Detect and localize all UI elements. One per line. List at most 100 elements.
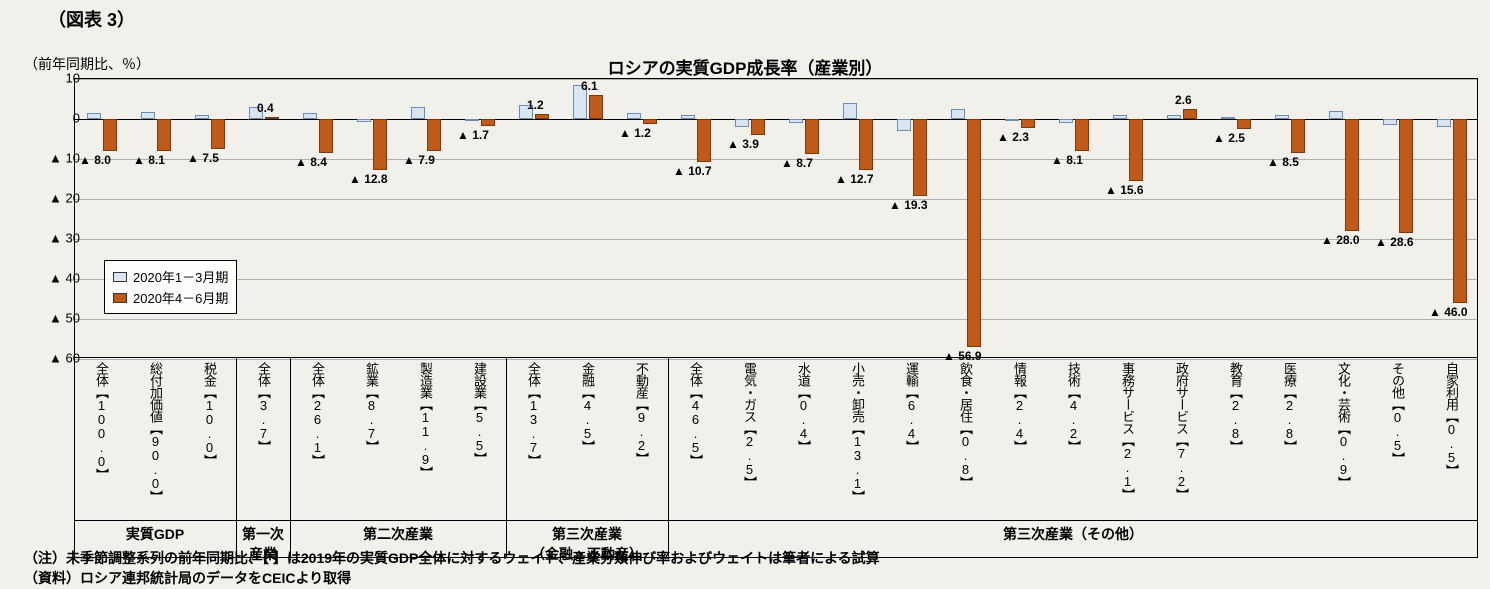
bar-q2 xyxy=(913,119,927,196)
bar-q1 xyxy=(1005,119,1019,121)
chart-column: ▲ 12.8 xyxy=(345,79,399,357)
bar-q1 xyxy=(357,119,371,122)
value-label: ▲ 7.5 xyxy=(187,151,219,165)
bar-q2 xyxy=(103,119,117,151)
y-tick-label: ▲ 60 xyxy=(20,351,80,366)
chart-column: ▲ 28.0 xyxy=(1317,79,1371,357)
bar-q2 xyxy=(697,119,711,162)
x-axis-label: 金融【4.5】 xyxy=(577,362,597,522)
chart-column: ▲ 2.3 xyxy=(993,79,1047,357)
chart-column: 0.4 xyxy=(237,79,291,357)
chart-column: ▲ 12.7 xyxy=(831,79,885,357)
value-label: ▲ 2.5 xyxy=(1213,131,1245,145)
y-tick-label: ▲ 30 xyxy=(20,231,80,246)
bar-q1 xyxy=(735,119,749,127)
value-label: ▲ 12.8 xyxy=(349,172,388,186)
value-label: ▲ 12.7 xyxy=(835,172,874,186)
value-label: ▲ 8.1 xyxy=(1051,153,1083,167)
chart-column: ▲ 19.3 xyxy=(885,79,939,357)
x-axis-label: 文化・芸術【0.9】 xyxy=(1333,362,1353,522)
value-label: ▲ 8.1 xyxy=(133,153,165,167)
bar-q1 xyxy=(1059,119,1073,123)
legend-label: 2020年1－3月期 xyxy=(133,267,228,286)
chart-title: ロシアの実質GDP成長率（産業別） xyxy=(0,54,1490,79)
value-label: ▲ 1.2 xyxy=(619,126,651,140)
bar-q2 xyxy=(535,114,549,119)
bar-q2 xyxy=(1237,119,1251,129)
bar-q2 xyxy=(157,119,171,151)
value-label: ▲ 1.7 xyxy=(457,128,489,142)
chart-column: ▲ 8.4 xyxy=(291,79,345,357)
value-label: ▲ 10.7 xyxy=(673,164,712,178)
value-label: ▲ 15.6 xyxy=(1105,183,1144,197)
x-axis-label: 全体【26.1】 xyxy=(307,362,327,522)
note-line: （資料）ロシア連邦統計局のデータをCEICより取得 xyxy=(24,568,351,588)
chart-column: ▲ 1.7 xyxy=(453,79,507,357)
y-tick-label: ▲ 40 xyxy=(20,271,80,286)
x-axis-label: 飲食・居住【0.8】 xyxy=(955,362,975,522)
chart-column: ▲ 10.7 xyxy=(669,79,723,357)
value-label: ▲ 19.3 xyxy=(889,198,928,212)
bar-q2 xyxy=(1183,109,1197,119)
value-label: ▲ 3.9 xyxy=(727,137,759,151)
x-axis-label: 不動産【9.2】 xyxy=(631,362,651,522)
x-axis-label: 鉱業【8.7】 xyxy=(361,362,381,522)
bar-q2 xyxy=(967,119,981,347)
bar-q1 xyxy=(843,103,857,119)
x-axis-label: 自家利用【0.5】 xyxy=(1441,362,1461,522)
chart-column: ▲ 15.6 xyxy=(1101,79,1155,357)
x-axis-label: 電気・ガス【2.5】 xyxy=(739,362,759,522)
chart-column: 1.2 xyxy=(507,79,561,357)
bar-q1 xyxy=(789,119,803,123)
bar-q1 xyxy=(951,109,965,119)
chart-area: ▲ 8.0▲ 8.1▲ 7.50.4▲ 8.4▲ 12.8▲ 7.9▲ 1.71… xyxy=(74,78,1478,358)
bar-q1 xyxy=(303,113,317,119)
bar-q1 xyxy=(465,119,479,121)
value-label: ▲ 28.6 xyxy=(1375,235,1414,249)
figure-label: （図表 3） xyxy=(48,6,135,32)
bar-q1 xyxy=(1167,115,1181,119)
bar-q1 xyxy=(195,115,209,119)
bar-q1 xyxy=(1329,111,1343,119)
bar-q1 xyxy=(627,113,641,119)
group-label: 第三次産業（その他） xyxy=(668,524,1478,544)
bar-q2 xyxy=(643,119,657,124)
bar-q1 xyxy=(1113,115,1127,119)
chart-column: ▲ 8.7 xyxy=(777,79,831,357)
bar-q1 xyxy=(897,119,911,131)
group-label: 実質GDP xyxy=(74,524,236,544)
value-label: 6.1 xyxy=(581,79,598,93)
chart-column: ▲ 3.9 xyxy=(723,79,777,357)
chart-column: ▲ 8.5 xyxy=(1263,79,1317,357)
value-label: ▲ 8.4 xyxy=(295,155,327,169)
chart-column: ▲ 8.0 xyxy=(75,79,129,357)
x-axis-label: 税金【10.0】 xyxy=(199,362,219,522)
value-label: ▲ 8.7 xyxy=(781,156,813,170)
chart-column: 2.6 xyxy=(1155,79,1209,357)
value-label: ▲ 2.3 xyxy=(997,130,1029,144)
value-label: 1.2 xyxy=(527,98,544,112)
bar-q2 xyxy=(265,117,279,119)
chart-column: ▲ 2.5 xyxy=(1209,79,1263,357)
bar-q2 xyxy=(805,119,819,154)
swatch-q2 xyxy=(113,293,127,303)
bar-q2 xyxy=(211,119,225,149)
chart-column: ▲ 8.1 xyxy=(129,79,183,357)
bar-q2 xyxy=(481,119,495,126)
x-axis-label: 全体【46.5】 xyxy=(685,362,705,522)
x-axis-label: 医療【2.8】 xyxy=(1279,362,1299,522)
bars-container: ▲ 8.0▲ 8.1▲ 7.50.4▲ 8.4▲ 12.8▲ 7.9▲ 1.71… xyxy=(75,79,1477,357)
y-tick-label: ▲ 10 xyxy=(20,151,80,166)
bar-q2 xyxy=(1021,119,1035,128)
legend: 2020年1－3月期 2020年4－6月期 xyxy=(104,260,237,314)
bar-q2 xyxy=(1129,119,1143,181)
bar-q2 xyxy=(427,119,441,151)
value-label: ▲ 46.0 xyxy=(1429,305,1468,319)
value-label: ▲ 28.0 xyxy=(1321,233,1360,247)
bar-q2 xyxy=(1291,119,1305,153)
bar-q2 xyxy=(373,119,387,170)
x-axis-label: 全体【13.7】 xyxy=(523,362,543,522)
bar-q2 xyxy=(319,119,333,153)
bar-q1 xyxy=(1221,117,1235,119)
x-axis-label: 政府サービス【7.2】 xyxy=(1171,362,1191,522)
